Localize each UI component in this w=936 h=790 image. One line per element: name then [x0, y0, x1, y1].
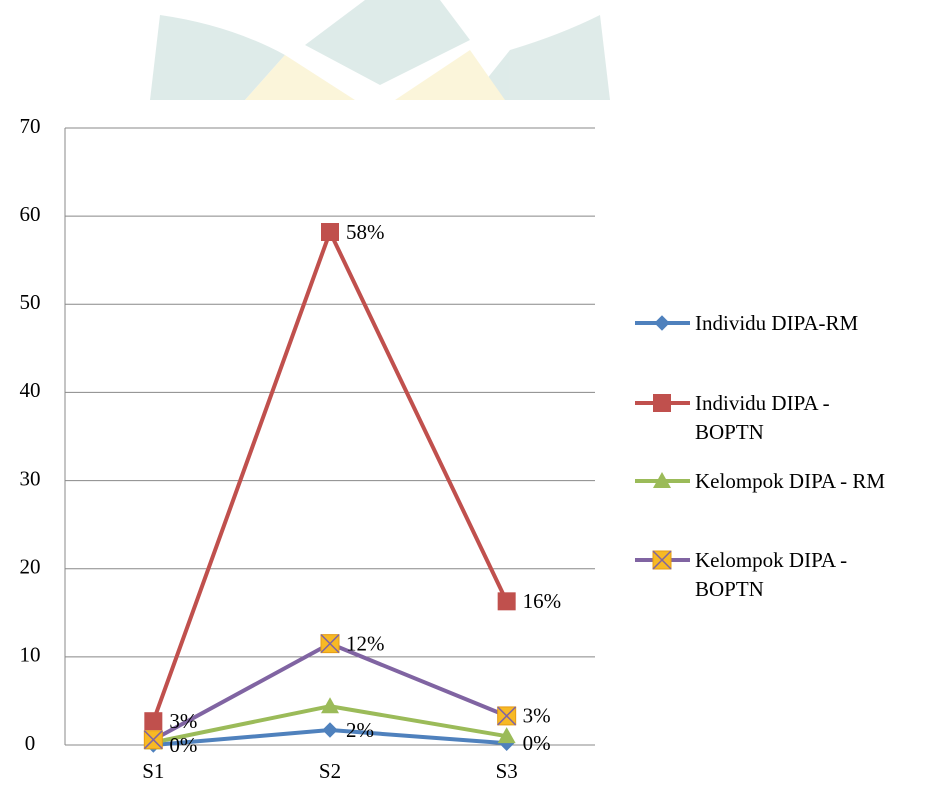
y-tick-label: 20: [20, 555, 41, 579]
y-tick-label: 40: [20, 378, 41, 402]
marker-shape: [321, 223, 339, 241]
data-label: 2%: [346, 718, 374, 742]
marker-shape: [321, 697, 339, 713]
y-tick-label: 30: [20, 466, 41, 490]
data-label: 0%: [169, 733, 197, 757]
x-tick-label: S3: [496, 759, 518, 783]
marker-shape: [323, 723, 337, 737]
legend-label: Kelompok DIPA - RM: [695, 467, 900, 496]
y-tick-label: 10: [20, 643, 41, 667]
y-tick-label: 60: [20, 202, 41, 226]
marker-shape: [655, 316, 669, 330]
y-tick-label: 70: [20, 114, 41, 138]
data-point: [323, 723, 337, 737]
data-point: [498, 707, 516, 725]
x-tick-label: S1: [142, 759, 164, 783]
data-label: 58%: [346, 220, 385, 244]
data-label: 3%: [523, 704, 551, 728]
legend-label: Individu DIPA - BOPTN: [695, 389, 900, 447]
marker-shape: [653, 394, 671, 412]
data-label: 3%: [169, 709, 197, 733]
data-point: [321, 697, 339, 713]
data-label: 16%: [523, 589, 562, 613]
legend-label: Kelompok DIPA - BOPTN: [695, 546, 900, 604]
data-label: 12%: [346, 631, 385, 655]
y-tick-label: 50: [20, 290, 41, 314]
data-point: [321, 223, 339, 241]
marker-shape: [144, 712, 162, 730]
legend-marker: [653, 551, 671, 569]
y-tick-label: 0: [25, 731, 36, 755]
background-logo: [150, 0, 610, 100]
data-label: 0%: [523, 731, 551, 755]
marker-shape: [498, 592, 516, 610]
legend-marker: [655, 316, 669, 330]
data-point: [144, 731, 162, 749]
page: 010203040506070S1S2S30%2%0%3%58%16%12%3%…: [0, 0, 936, 790]
legend-marker: [653, 394, 671, 412]
data-point: [144, 712, 162, 730]
legend-label: Individu DIPA-RM: [695, 309, 900, 338]
data-point: [321, 635, 339, 653]
data-point: [498, 592, 516, 610]
x-tick-label: S2: [319, 759, 341, 783]
